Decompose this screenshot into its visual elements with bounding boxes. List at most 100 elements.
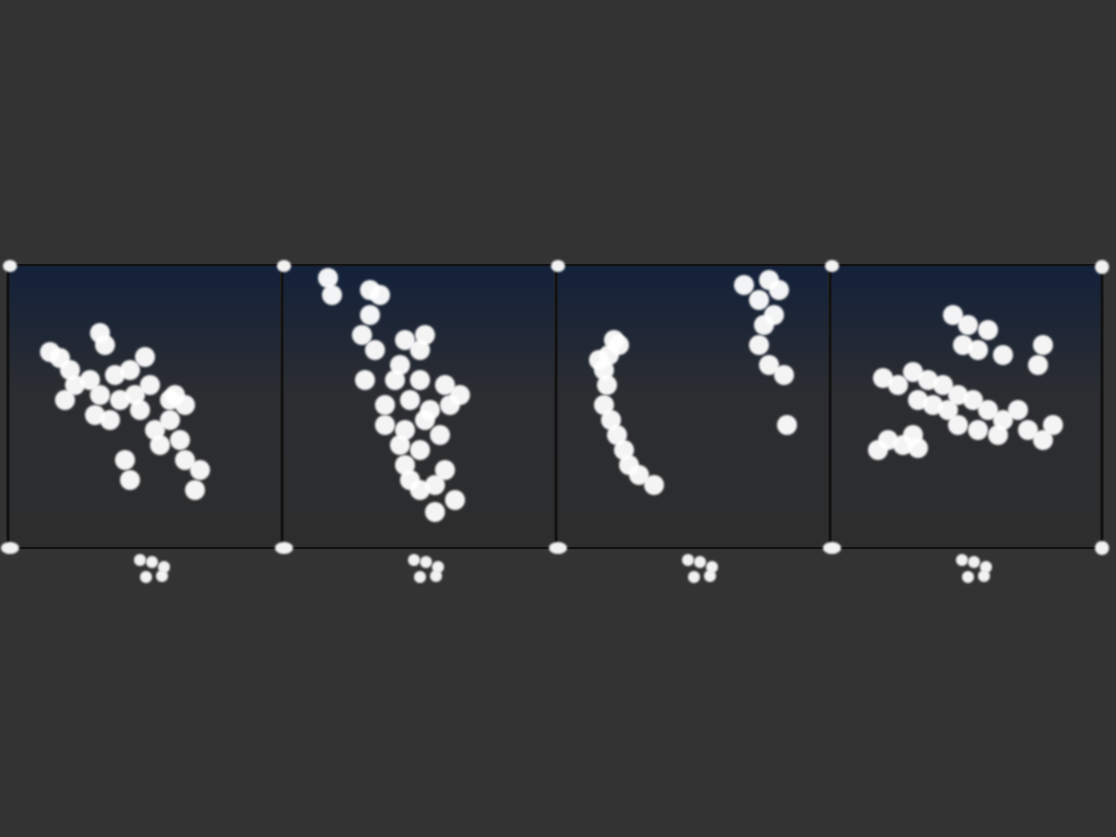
label-glyph [158,561,170,573]
point [948,415,968,435]
point [400,390,420,410]
point [318,268,338,288]
label-glyph [134,554,146,566]
point [425,502,445,522]
point [754,315,774,335]
point [734,275,754,295]
corner-marker [551,260,565,272]
corner-marker [825,260,839,272]
label-glyph [962,571,974,583]
point [410,440,430,460]
point [774,365,794,385]
label-glyph [968,556,980,568]
label-glyph [420,556,432,568]
point [435,460,455,480]
corner-marker [1,542,19,554]
point [410,340,430,360]
corner-marker [1095,260,1109,274]
point [988,425,1008,445]
point [594,395,614,415]
point [644,475,664,495]
label-glyph [682,554,694,566]
point [395,330,415,350]
point [993,345,1013,365]
corner-marker [3,260,17,272]
point [435,375,455,395]
panel [1,260,280,583]
panel-background [282,265,554,548]
point [322,285,342,305]
point [355,370,375,390]
point [963,390,983,410]
point [1018,420,1038,440]
point [933,375,953,395]
point [749,335,769,355]
point [903,425,923,445]
label-glyph [956,554,968,566]
label-glyph [430,570,442,582]
point [609,335,629,355]
point [749,290,769,310]
point [90,385,110,405]
label-glyph [978,570,990,582]
point [360,305,380,325]
point [105,365,125,385]
point [95,335,115,355]
point [375,395,395,415]
point [415,410,435,430]
panel [275,260,554,583]
point [375,415,395,435]
point [365,340,385,360]
corner-marker [549,542,567,554]
label-glyph [688,571,700,583]
point [190,460,210,480]
point [160,410,180,430]
point [175,450,195,470]
label-glyph [704,570,716,582]
point [978,400,998,420]
point [629,465,649,485]
point [430,425,450,445]
label-glyph [414,571,426,583]
point [968,340,988,360]
corner-marker [1095,541,1109,555]
point [978,320,998,340]
label-glyph [146,556,158,568]
corner-marker [275,542,293,554]
point [873,368,893,388]
point [769,280,789,300]
point [170,430,190,450]
point [120,470,140,490]
point [888,375,908,395]
point [759,355,779,375]
point [777,415,797,435]
corner-marker [277,260,291,272]
label-glyph [706,561,718,573]
point [1043,415,1063,435]
point [597,375,617,395]
point [65,375,85,395]
point [352,325,372,345]
point [175,395,195,415]
point [958,315,978,335]
panel [549,260,828,583]
label-glyph [694,556,706,568]
point [445,490,465,510]
point [150,435,170,455]
point [390,435,410,455]
point [115,450,135,470]
label-glyph [408,554,420,566]
corner-marker [823,542,841,554]
point [1033,335,1053,355]
point [440,395,460,415]
point [601,410,621,430]
point [140,375,160,395]
panel [823,260,1109,583]
label-glyph [156,570,168,582]
point [1033,430,1053,450]
point [85,405,105,425]
point [607,425,627,445]
point [125,385,145,405]
